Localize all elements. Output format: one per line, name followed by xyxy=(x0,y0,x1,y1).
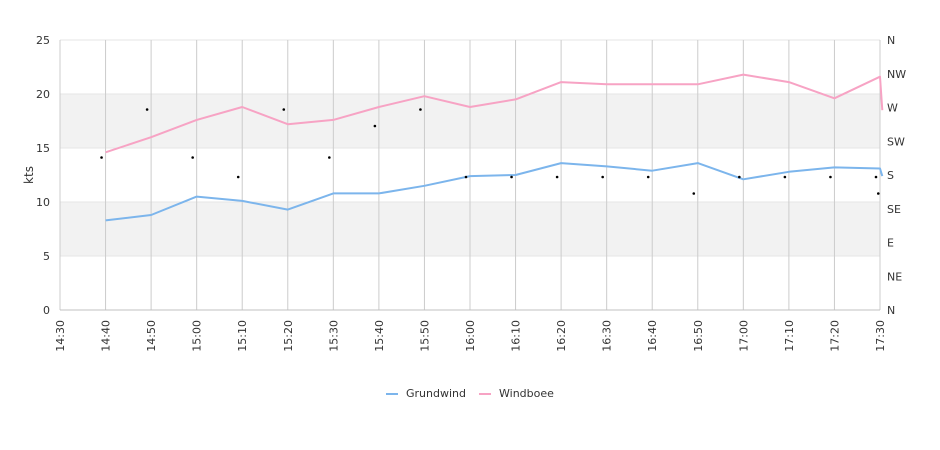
y-axis-title: kts xyxy=(22,166,36,184)
legend-label: Grundwind xyxy=(406,387,466,400)
direction-marker xyxy=(874,175,878,179)
y2-tick-label: SE xyxy=(887,203,901,216)
series-line-windboee xyxy=(105,73,884,154)
x-tick-label: 15:10 xyxy=(236,320,249,352)
x-tick-label: 17:30 xyxy=(874,320,887,352)
direction-marker xyxy=(373,124,377,128)
x-tick-label: 15:20 xyxy=(282,320,295,352)
y2-tick-label: E xyxy=(887,237,894,250)
x-tick-label: 15:30 xyxy=(327,320,340,352)
x-tick-label: 16:10 xyxy=(510,320,523,352)
direction-marker xyxy=(829,175,832,179)
legend: Grundwind Windboee xyxy=(386,387,554,400)
direction-marker xyxy=(145,108,149,111)
x-tick-label: 14:50 xyxy=(145,320,158,352)
x-tick-label: 15:00 xyxy=(191,320,204,352)
x-tick-label: 14:30 xyxy=(54,320,67,352)
y-tick-label: 20 xyxy=(36,88,50,101)
direction-marker xyxy=(738,175,741,179)
direction-marker xyxy=(510,175,513,179)
x-tick-label: 16:20 xyxy=(555,320,568,352)
direction-marker xyxy=(692,192,696,195)
y-tick-label: 10 xyxy=(36,196,50,209)
legend-item-grundwind[interactable]: Grundwind xyxy=(386,387,466,400)
y2-tick-label: N xyxy=(887,304,895,317)
direction-marker xyxy=(100,156,103,159)
direction-marker xyxy=(783,175,787,179)
x-tick-label: 16:00 xyxy=(464,320,477,352)
series-line-grundwind xyxy=(105,162,884,222)
direction-marker xyxy=(601,175,604,179)
grid-lines xyxy=(59,39,881,311)
legend-label: Windboee xyxy=(499,387,554,400)
y2-tick-label: N xyxy=(887,34,895,47)
y-tick-label: 25 xyxy=(36,34,50,47)
direction-marker xyxy=(191,156,194,159)
y2-tick-label: SW xyxy=(887,135,905,148)
y-tick-label: 15 xyxy=(36,142,50,155)
x-tick-label: 15:40 xyxy=(373,320,386,352)
direction-marker xyxy=(646,175,650,179)
direction-marker xyxy=(876,192,880,195)
x-axis-ticks: 14:30 14:40 14:50 15:00 15:10 15:20 15:30 15:40… xyxy=(54,320,887,352)
y2-tick-label: NW xyxy=(887,68,906,81)
y-tick-label: 0 xyxy=(43,304,50,317)
y2-axis-ticks: N NE E SE S SW W NW N xyxy=(887,34,906,317)
x-tick-label: 16:40 xyxy=(646,320,659,352)
direction-marker xyxy=(236,175,240,179)
y2-tick-label: W xyxy=(887,102,898,115)
y-axis-ticks: 0 5 10 15 20 25 xyxy=(36,34,50,317)
x-tick-label: 16:50 xyxy=(692,320,705,352)
series-lines xyxy=(105,73,884,222)
y2-tick-label: S xyxy=(887,169,894,182)
x-tick-label: 14:40 xyxy=(100,320,113,352)
direction-marker xyxy=(328,156,331,159)
legend-item-windboee[interactable]: Windboee xyxy=(479,387,554,400)
direction-marker xyxy=(555,175,559,179)
x-tick-label: 16:30 xyxy=(601,320,614,352)
y2-tick-label: NE xyxy=(887,270,902,283)
x-tick-label: 15:50 xyxy=(418,320,431,352)
x-tick-label: 17:20 xyxy=(828,320,841,352)
y-tick-label: 5 xyxy=(43,250,50,263)
direction-marker xyxy=(282,108,286,111)
x-tick-label: 17:10 xyxy=(783,320,796,352)
direction-markers xyxy=(100,108,880,195)
direction-marker xyxy=(419,108,422,111)
direction-marker xyxy=(464,175,468,179)
x-tick-label: 17:00 xyxy=(737,320,750,352)
